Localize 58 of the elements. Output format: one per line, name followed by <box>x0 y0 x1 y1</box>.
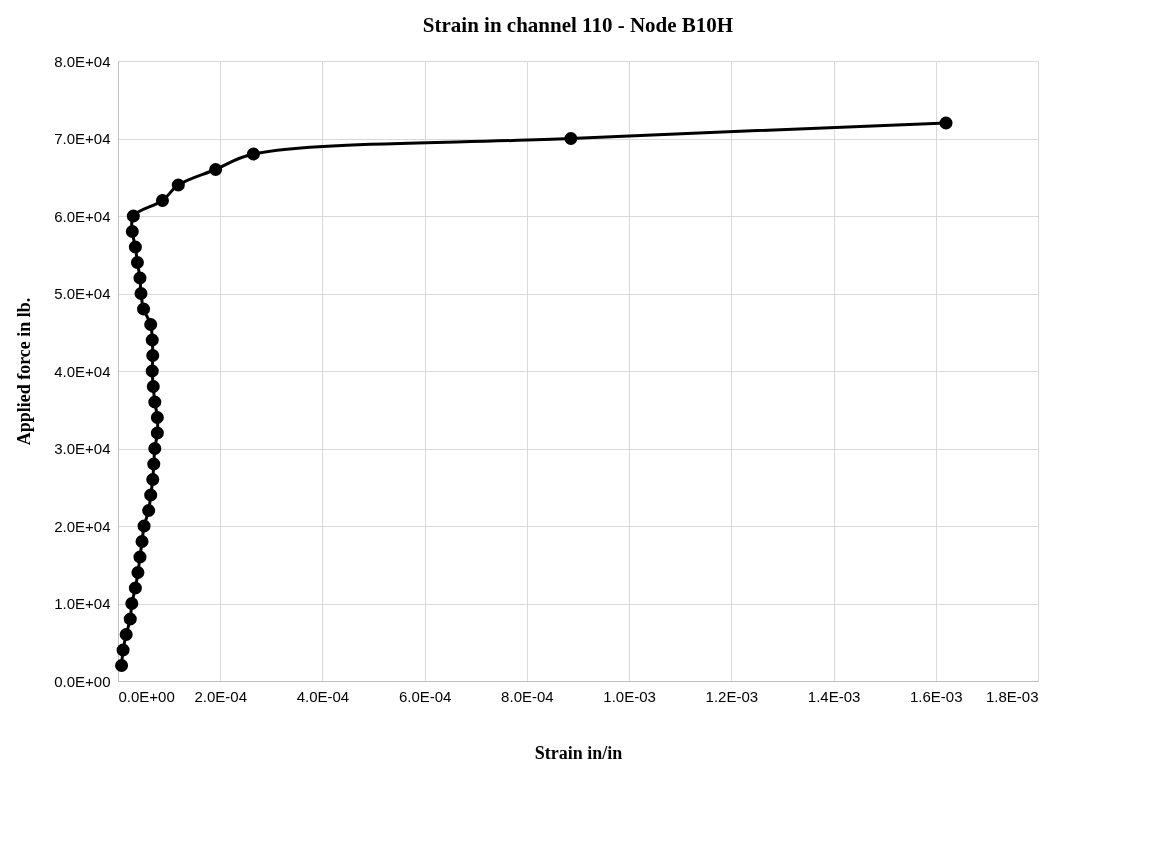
point <box>125 224 139 239</box>
x-tick-label: 1.8E-03 <box>985 687 1039 705</box>
point <box>128 581 142 595</box>
y-tick-label: 0.0E+00 <box>54 672 111 690</box>
point <box>146 379 160 394</box>
point <box>131 565 145 580</box>
x-tick-label: 0.0E+00 <box>118 687 175 705</box>
x-tick-label: 1.2E-03 <box>705 687 759 705</box>
point <box>146 472 160 487</box>
point <box>564 131 578 146</box>
x-axis-title: Strain in/in <box>534 742 623 763</box>
y-tick-label: 2.0E+04 <box>54 517 111 535</box>
point <box>128 240 142 254</box>
x-tick-label: 1.6E-03 <box>910 687 963 705</box>
point <box>130 255 144 270</box>
point <box>146 348 160 363</box>
y-tick-label: 5.0E+04 <box>54 285 111 302</box>
x-tick-label: 4.0E-04 <box>296 687 350 705</box>
point <box>125 596 139 611</box>
point <box>148 441 162 456</box>
point <box>133 271 147 285</box>
point <box>134 286 148 301</box>
point <box>142 503 156 518</box>
point <box>155 193 169 208</box>
y-tick-label: 1.0E+04 <box>54 595 111 612</box>
point <box>144 317 158 332</box>
y-tick-label: 3.0E+04 <box>54 440 111 457</box>
point <box>148 395 162 409</box>
point <box>939 116 953 130</box>
point <box>133 550 147 564</box>
point <box>126 209 140 223</box>
point <box>116 643 130 657</box>
point <box>145 364 159 378</box>
point <box>144 488 158 502</box>
point <box>137 519 151 533</box>
y-tick-label: 6.0E+04 <box>54 207 111 225</box>
point <box>115 658 129 673</box>
point <box>150 410 164 425</box>
x-tick-label: 2.0E-04 <box>194 687 247 705</box>
point <box>209 162 223 177</box>
point <box>119 627 133 642</box>
x-tick-label: 6.0E-04 <box>398 687 452 705</box>
point <box>123 612 137 626</box>
point <box>246 147 260 161</box>
y-tick-label: 8.0E+04 <box>54 52 111 70</box>
chart-title: Strain in channel 110 - Node B10H <box>422 13 734 37</box>
point <box>150 426 164 440</box>
point <box>171 178 185 192</box>
y-axis-title: Applied force in lb. <box>14 297 35 446</box>
x-tick-label: 1.0E-03 <box>603 687 656 705</box>
y-tick-label: 4.0E+04 <box>54 362 111 380</box>
point <box>137 302 151 316</box>
x-tick-label: 8.0E-04 <box>501 687 554 705</box>
point <box>145 333 159 347</box>
x-tick-label: 1.4E-03 <box>807 687 861 705</box>
point <box>147 457 161 471</box>
point <box>135 534 149 549</box>
y-tick-label: 7.0E+04 <box>54 130 111 147</box>
